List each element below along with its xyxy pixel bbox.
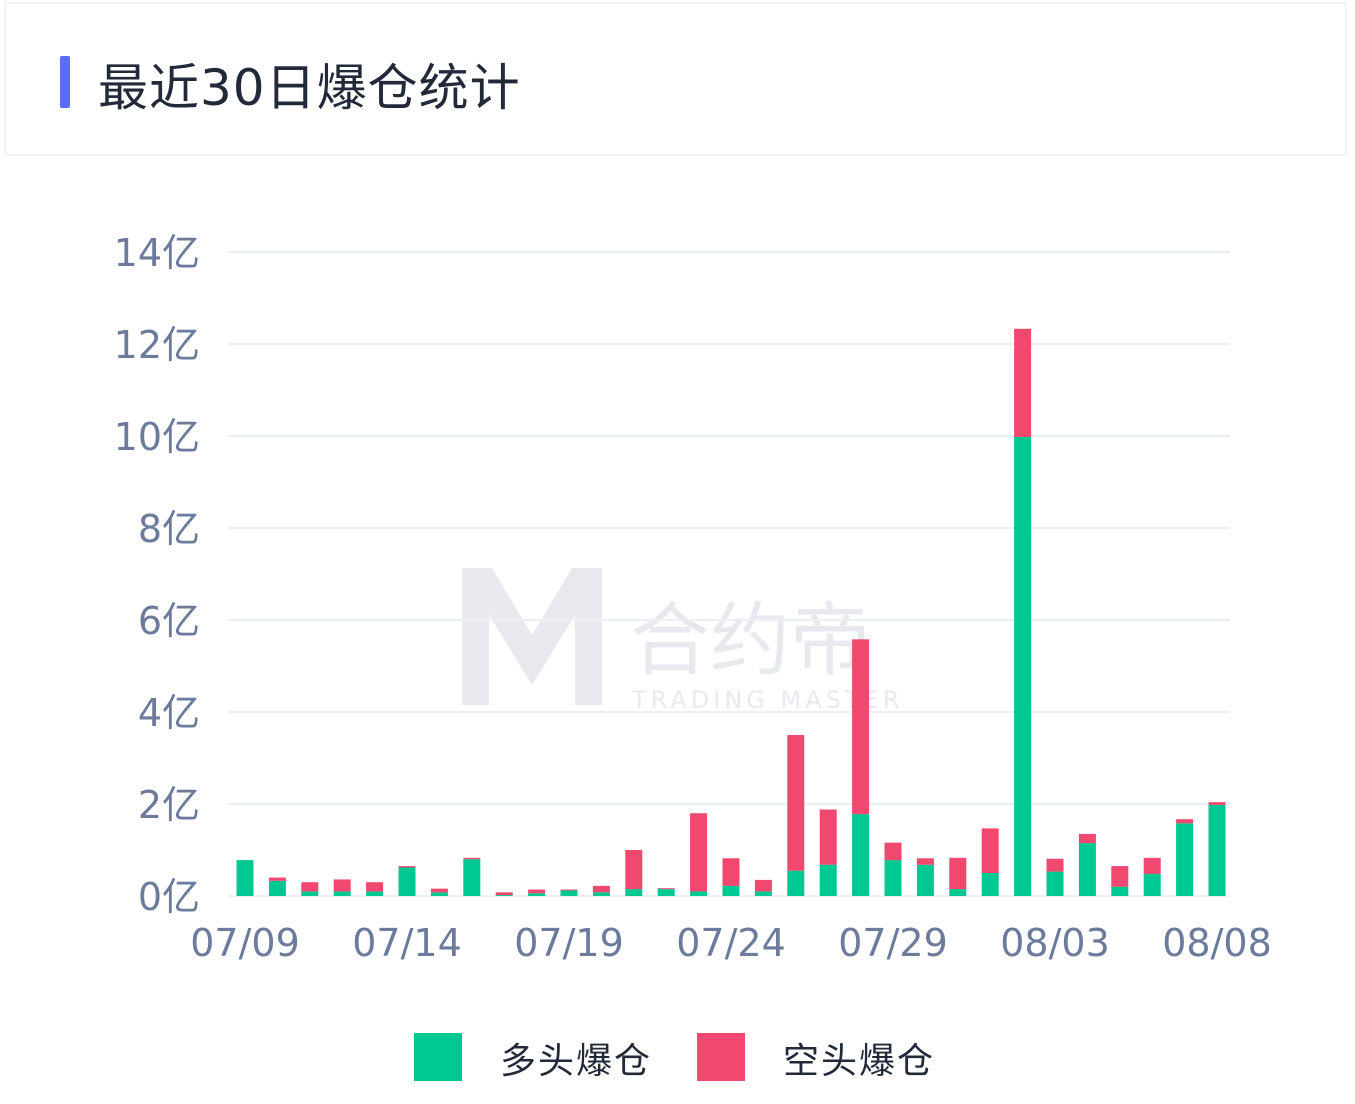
bar-short (1176, 819, 1194, 824)
bar-short (949, 857, 967, 890)
bar-long (398, 867, 416, 896)
title-accent-bar (60, 56, 70, 108)
y-tick-label: 14亿 (114, 231, 200, 275)
legend-item-short[interactable]: 空头爆仓 (697, 1030, 957, 1086)
bar-short (1143, 857, 1161, 874)
bar-short (495, 892, 513, 896)
bar-long (657, 889, 675, 896)
x-tick-label: 08/03 (1000, 921, 1110, 965)
y-tick-label: 2亿 (138, 783, 200, 827)
bar-short (560, 889, 578, 891)
y-tick-label: 0亿 (138, 875, 200, 919)
bars (236, 328, 1226, 896)
bar-short (787, 735, 805, 871)
bar-long (1046, 871, 1064, 896)
bar-long (949, 889, 967, 896)
x-axis-ticks: 07/09 07/14 07/19 07/24 07/29 08/03 08/08 (190, 921, 1272, 965)
bar-long (981, 873, 999, 896)
bar-long (268, 880, 286, 896)
x-tick-label: 07/29 (838, 921, 948, 965)
bar-long (528, 893, 546, 896)
watermark: 合约帝 TRADING MASTER (462, 568, 899, 714)
bar-short (657, 888, 675, 890)
x-tick-label: 07/14 (352, 921, 462, 965)
bar-long (495, 895, 513, 896)
bar-short (852, 639, 870, 815)
bar-long (1078, 843, 1096, 896)
bar-short (1014, 328, 1032, 437)
bar-long (1143, 873, 1161, 896)
legend-label-long: 多头爆仓 (500, 1041, 653, 1082)
bar-long (916, 864, 934, 896)
bar-short (884, 842, 902, 861)
chart-title: 最近30日爆仓统计 (98, 59, 521, 117)
bar-long (690, 891, 708, 896)
y-tick-label: 8亿 (138, 507, 200, 551)
legend-swatch-short (697, 1033, 745, 1081)
chart-header: 最近30日爆仓统计 (4, 2, 1347, 156)
bar-short (301, 882, 319, 892)
watermark-logo-icon (462, 568, 602, 705)
bar-short (398, 866, 416, 868)
bar-short (1111, 866, 1129, 887)
legend-swatch-long (414, 1033, 462, 1081)
bar-long (430, 892, 448, 896)
y-tick-label: 4亿 (138, 691, 200, 735)
bar-short (690, 813, 708, 892)
bar-long (625, 889, 643, 896)
bar-long (1176, 823, 1194, 896)
bar-long (301, 891, 319, 896)
bar-short (625, 850, 643, 890)
bar-short (528, 889, 546, 894)
y-tick-label: 10亿 (114, 415, 200, 459)
x-tick-label: 07/24 (676, 921, 786, 965)
bar-short (981, 828, 999, 873)
watermark-brand: 合约帝 (630, 594, 870, 687)
bar-long (592, 892, 610, 896)
bar-short (722, 858, 740, 886)
y-axis-ticks: 0亿 2亿 4亿 6亿 8亿 10亿 12亿 14亿 (114, 231, 200, 919)
bar-short (592, 885, 610, 893)
legend: 多头爆仓 空头爆仓 (0, 1030, 1355, 1086)
legend-item-long[interactable]: 多头爆仓 (414, 1030, 674, 1086)
bar-long (463, 859, 481, 896)
bar-long (852, 814, 870, 896)
bar-short (430, 888, 448, 893)
bar-short (819, 809, 837, 865)
y-tick-label: 12亿 (114, 323, 200, 367)
bar-long (1111, 886, 1129, 896)
bar-short (1078, 833, 1096, 844)
bar-short (1208, 802, 1226, 805)
bar-short (916, 858, 934, 865)
bar-short (268, 877, 286, 881)
bar-short (366, 882, 384, 892)
x-tick-label: 08/08 (1162, 921, 1272, 965)
x-tick-label: 07/09 (190, 921, 300, 965)
bar-long (333, 891, 351, 896)
bar-long (819, 864, 837, 896)
bar-long (884, 860, 902, 896)
bar-long (560, 890, 578, 896)
y-tick-label: 6亿 (138, 599, 200, 643)
bar-short (754, 879, 772, 892)
bar-short (463, 857, 481, 860)
chart-area: 合约帝 TRADING MASTER 0亿 2亿 4亿 6亿 8亿 10亿 12亿 14亿 0… (0, 160, 1355, 1100)
bar-long (366, 891, 384, 896)
x-tick-label: 07/19 (514, 921, 624, 965)
bar-long (1014, 436, 1032, 896)
liquidation-bar-chart: 合约帝 TRADING MASTER 0亿 2亿 4亿 6亿 8亿 10亿 12亿 14亿 0… (114, 231, 1272, 965)
bar-long (722, 885, 740, 896)
bar-long (236, 860, 254, 896)
bar-long (1208, 804, 1226, 896)
bar-long (787, 870, 805, 896)
grid-lines (228, 251, 1230, 897)
bar-short (333, 879, 351, 892)
bar-short (1046, 858, 1064, 872)
legend-label-short: 空头爆仓 (783, 1041, 936, 1082)
bar-long (754, 891, 772, 896)
